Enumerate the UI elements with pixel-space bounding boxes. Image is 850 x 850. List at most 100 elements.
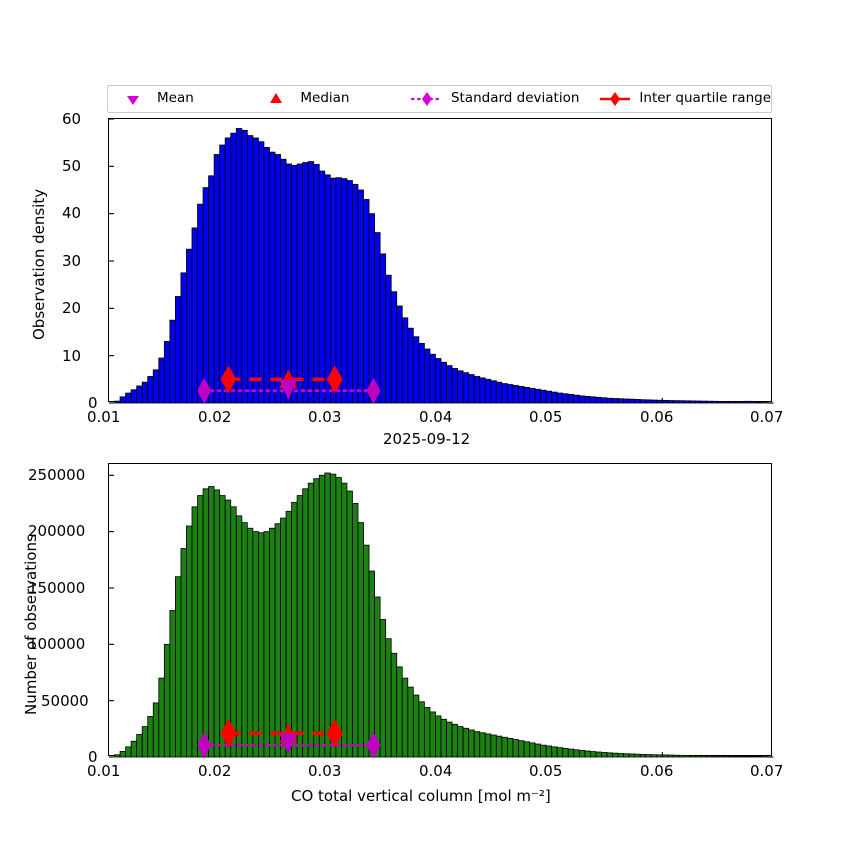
histogram-bar <box>711 755 719 758</box>
histogram-bar <box>152 702 160 758</box>
histogram-bar <box>152 369 160 404</box>
histogram-bar <box>612 752 619 758</box>
histogram-bar <box>235 128 243 404</box>
legend-item-standard-deviation[interactable]: Standard deviation <box>410 90 590 108</box>
histogram-bar <box>368 213 376 404</box>
histogram-bar <box>329 473 337 758</box>
histogram-bar <box>584 750 591 758</box>
top-ytick-50: 50 <box>62 157 82 175</box>
histogram-bar <box>141 381 149 404</box>
histogram-bar <box>744 755 752 758</box>
histogram-bar <box>451 368 459 404</box>
histogram-bar <box>661 754 669 758</box>
histogram-bar <box>147 376 154 404</box>
mean-marker <box>279 733 298 755</box>
standard-deviation-high-marker <box>366 377 381 404</box>
histogram-bar <box>750 401 757 404</box>
histogram-bar <box>435 715 442 758</box>
histogram-bar <box>313 478 320 758</box>
histogram-bar <box>529 742 536 758</box>
histogram-bar <box>269 527 276 758</box>
legend-item-inter-quartile-range[interactable]: Inter quartile range <box>598 90 771 108</box>
top-ytick-20: 20 <box>62 299 82 317</box>
histogram-bar <box>285 510 293 758</box>
histogram-bar <box>440 718 447 758</box>
histogram-bar <box>623 753 630 758</box>
histogram-bar <box>523 386 530 404</box>
histogram-bar <box>711 400 719 404</box>
histogram-bar <box>280 517 287 758</box>
histogram-bar <box>656 754 663 758</box>
histogram-bar <box>589 396 597 404</box>
histogram-bar <box>601 752 608 758</box>
histogram-bar <box>490 380 497 404</box>
histogram-bar <box>191 506 198 758</box>
histogram-bar <box>368 570 376 758</box>
chart-legend: Mean Median Standard deviation <box>107 85 772 113</box>
histogram-bar <box>645 399 652 404</box>
histogram-bar <box>689 755 696 758</box>
histogram-bar <box>119 750 126 758</box>
legend-item-mean[interactable]: Mean <box>116 90 251 108</box>
histogram-bar <box>208 486 215 758</box>
histogram-bar <box>529 387 536 404</box>
histogram-bar <box>678 400 685 404</box>
histogram-bar <box>429 711 436 758</box>
histogram-bar <box>379 253 387 404</box>
histogram-bar <box>540 744 547 758</box>
histogram-bar <box>567 394 575 404</box>
histogram-bar <box>213 489 221 758</box>
histogram-bar <box>401 677 409 758</box>
histogram-bar <box>700 755 708 758</box>
bottom-y-axis-label: Number of observations <box>22 534 40 715</box>
histogram-bar <box>678 754 685 758</box>
histogram-bar <box>130 740 138 758</box>
axis-ticks <box>109 118 663 404</box>
top-xtick-1: 0.02 <box>198 408 232 426</box>
histogram-bar <box>235 515 243 758</box>
histogram-bar <box>197 495 204 758</box>
histogram-bar <box>495 735 503 758</box>
histogram-bar <box>313 164 320 404</box>
histogram-bar <box>484 378 492 404</box>
histogram-bar <box>717 755 724 758</box>
legend-item-median[interactable]: Median <box>259 90 402 108</box>
histogram-bar <box>728 401 735 404</box>
histogram-bar <box>396 666 403 758</box>
histogram-bar <box>684 400 691 404</box>
histogram-bar <box>551 391 558 404</box>
top-x-axis-label: 2025-09-12 <box>383 430 471 448</box>
bottom-xtick-3: 0.04 <box>419 762 453 780</box>
histogram-bar <box>457 370 464 404</box>
histogram-bar <box>197 203 204 404</box>
number-of-observations-panel <box>108 463 774 759</box>
histogram-bar <box>733 401 741 404</box>
histogram-bar <box>606 397 613 404</box>
histogram-bar <box>667 400 674 404</box>
histogram-bar <box>374 232 381 404</box>
histogram-bar <box>534 388 542 404</box>
histogram-bar <box>186 248 193 404</box>
histogram-bar <box>385 638 392 758</box>
histogram-bar <box>446 721 453 758</box>
top-xtick-2: 0.03 <box>308 408 342 426</box>
histogram-bar <box>446 365 453 404</box>
histogram-bar <box>468 374 475 404</box>
iqr-q1-marker <box>220 365 237 394</box>
histogram-bar <box>379 619 387 758</box>
legend-label-standard-deviation: Standard deviation <box>450 90 580 107</box>
histogram-bar <box>562 393 569 404</box>
histogram-bar <box>700 400 708 404</box>
histogram-bar <box>567 748 575 758</box>
histogram-bar <box>257 141 265 404</box>
histogram-bar <box>722 755 730 758</box>
histogram-bar <box>186 525 193 758</box>
histogram-bar <box>296 495 304 758</box>
top-ytick-30: 30 <box>62 252 82 270</box>
histogram-bar <box>180 548 187 758</box>
histogram-bar <box>545 745 553 758</box>
histogram-bar <box>175 576 182 758</box>
histogram-bar <box>518 386 525 404</box>
histogram-bar <box>595 396 602 404</box>
histogram-bar <box>224 499 232 758</box>
